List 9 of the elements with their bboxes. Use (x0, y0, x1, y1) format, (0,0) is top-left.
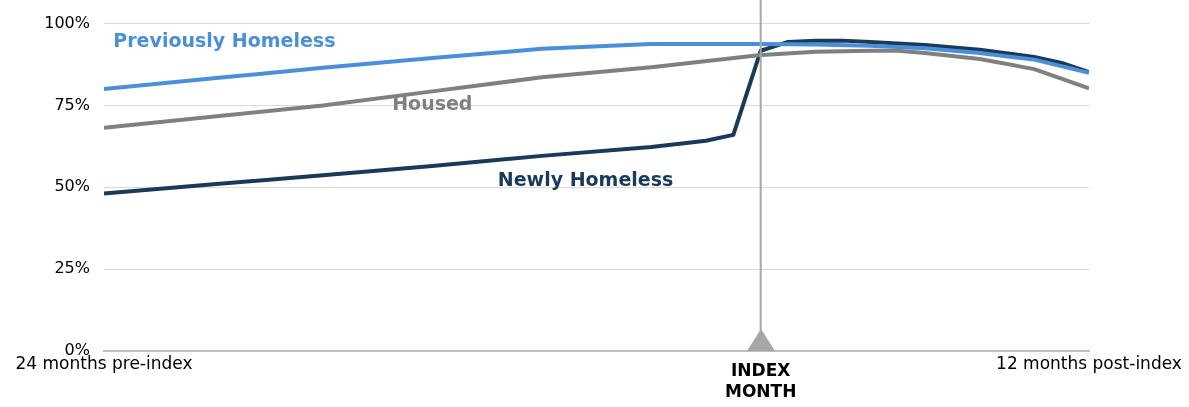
series-label: Housed (392, 92, 473, 115)
y-tick-label: 100% (44, 12, 90, 32)
series-label: Newly Homeless (497, 168, 674, 191)
x-tick-label: 12 months post-index (996, 352, 1182, 373)
ref-line-label: INDEX MONTH (724, 359, 797, 401)
series-label: Previously Homeless (113, 28, 336, 51)
y-tick-label: 25% (54, 258, 90, 278)
y-tick-label: 50% (54, 176, 90, 196)
y-tick-label: 75% (54, 94, 90, 114)
